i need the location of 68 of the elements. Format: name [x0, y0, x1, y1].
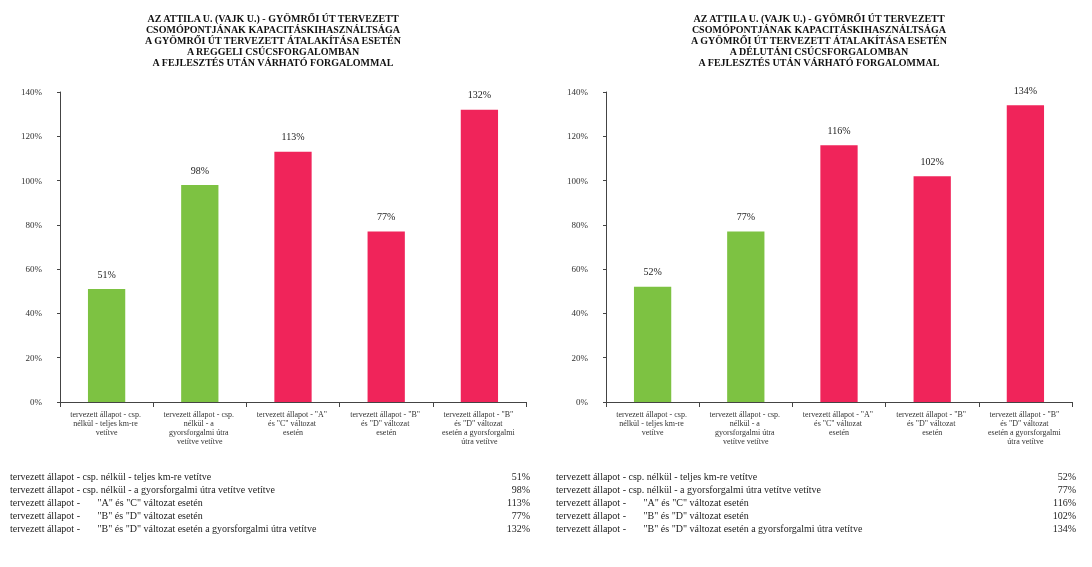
y-tick-label: 140%	[567, 87, 589, 97]
chart-title: AZ ATTILA U. (VAJK U.) - GYÖMRŐI ÚT TERVEZETT CSOMÓPONTJÁNAK KAPACITÁSKIHASZNÁLTSÁGA A GYÖMRŐI ÚT TERVEZETT ÁTALAKÍTÁSA ESETÉN A DÉLUTÁNI CSÚCSFORGALOMBAN A FEJLESZTÉS UTÁN VÁRHATÓ FORGALOMMAL	[691, 12, 948, 68]
y-tick-label: 120%	[567, 131, 589, 142]
x-tick-label: tervezett állapot - csp. nélkül - a gyorsforgalmi útra vetítve vetítve	[163, 410, 237, 446]
text: tervezett állapot - csp. nélkül - a gyorsforgalmi útra vetítve vetítve	[10, 483, 275, 496]
text: 77%	[1057, 484, 1076, 495]
x-tick-label: tervezett állapot - csp. nélkül - a gyorsforgalmi útra vetítve vetítve	[709, 410, 783, 446]
data-label: 98%	[190, 164, 209, 176]
bar	[181, 185, 219, 402]
y-tick-label: 60%	[571, 264, 589, 275]
y-tick-label: 100%	[21, 175, 43, 186]
text: 102%	[1052, 510, 1076, 521]
y-tick-label: 80%	[25, 219, 43, 230]
text: tervezett állapot - csp. nélkül - teljes km-re vetítve	[556, 470, 758, 483]
data-label: 102%	[920, 155, 944, 167]
bar	[820, 145, 858, 402]
text: tervezett állapot - "B" és "D" változat esetén a gyorsforgalmi útra vetítve	[10, 522, 317, 535]
bar	[727, 231, 765, 402]
text: tervezett állapot - "A" és "C" változat esetén	[10, 496, 203, 509]
y-tick-label: 140%	[21, 87, 43, 97]
y-tick-label: 20%	[571, 352, 589, 363]
bar	[913, 176, 951, 402]
x-tick-label: tervezett állapot - "B" és "D" változat esetén	[350, 410, 423, 437]
text: 98%	[511, 484, 530, 495]
x-tick-label: tervezett állapot - "A" és "C" változat esetén	[802, 410, 876, 437]
bar	[460, 109, 499, 402]
x-tick-label: tervezett állapot - csp. nélkül - teljes km-re vetítve	[616, 410, 689, 437]
y-tick-label: 80%	[571, 219, 589, 230]
y-tick-label: 120%	[21, 131, 43, 142]
x-tick-label: tervezett állapot - "B" és "D" változat esetén	[896, 410, 969, 437]
x-tick-label: tervezett állapot - "A" és "C" változat esetén	[256, 410, 330, 437]
y-tick-label: 100%	[567, 175, 589, 186]
text: 134%	[1052, 523, 1076, 534]
bar	[87, 289, 126, 402]
data-label: 116%	[827, 124, 851, 136]
x-tick-label: tervezett állapot - "B" és "D" változat esetén a gyorsforgalmi útra vetítve	[442, 410, 517, 446]
bar	[367, 231, 405, 402]
y-tick-label: 60%	[25, 264, 43, 275]
text: tervezett állapot - csp. nélkül - teljes km-re vetítve	[10, 470, 212, 483]
data-label: 132%	[467, 89, 492, 101]
text: 132%	[506, 523, 530, 534]
data-label: 77%	[736, 211, 755, 222]
y-tick-label: 0%	[30, 397, 43, 407]
y-tick-label: 20%	[25, 352, 43, 363]
y-tick-label: 40%	[571, 308, 589, 319]
text: tervezett állapot - "B" és "D" változat esetén	[556, 509, 749, 522]
bar	[633, 286, 672, 402]
text: 113%	[507, 497, 530, 508]
x-tick-label: tervezett állapot - csp. nélkül - teljes km-re vetítve	[70, 410, 143, 437]
y-tick-label: 0%	[576, 397, 589, 407]
text: tervezett állapot - "B" és "D" változat esetén a gyorsforgalmi útra vetítve	[556, 522, 863, 535]
data-label: 134%	[1013, 84, 1038, 96]
y-tick-label: 40%	[25, 308, 43, 319]
data-label: 77%	[377, 211, 396, 222]
text: tervezett állapot - "A" és "C" változat esetén	[556, 496, 749, 509]
text: 51%	[511, 471, 530, 482]
bar	[274, 151, 312, 402]
text: tervezett állapot - "B" és "D" változat esetén	[10, 509, 203, 522]
data-label: 51%	[97, 268, 116, 280]
bar	[1006, 105, 1045, 402]
chart-title: AZ ATTILA U. (VAJK U.) - GYÖMRŐI ÚT TERVEZETT CSOMÓPONTJÁNAK KAPACITÁSKIHASZNÁLTSÁGA A GYÖMRŐI ÚT TERVEZETT ÁTALAKÍTÁSA ESETÉN A REGGELI CSÚCSFORGALOMBAN A FEJLESZTÉS UTÁN VÁRHATÓ FORGALOMMAL	[145, 12, 402, 68]
text: 116%	[1053, 497, 1076, 508]
data-label: 52%	[643, 266, 662, 278]
data-label: 113%	[281, 131, 305, 143]
text: 52%	[1057, 471, 1076, 482]
x-tick-label: tervezett állapot - "B" és "D" változat esetén a gyorsforgalmi útra vetítve	[988, 410, 1063, 446]
text: 77%	[511, 510, 530, 521]
text: tervezett állapot - csp. nélkül - a gyorsforgalmi útra vetítve vetítve	[556, 483, 821, 496]
